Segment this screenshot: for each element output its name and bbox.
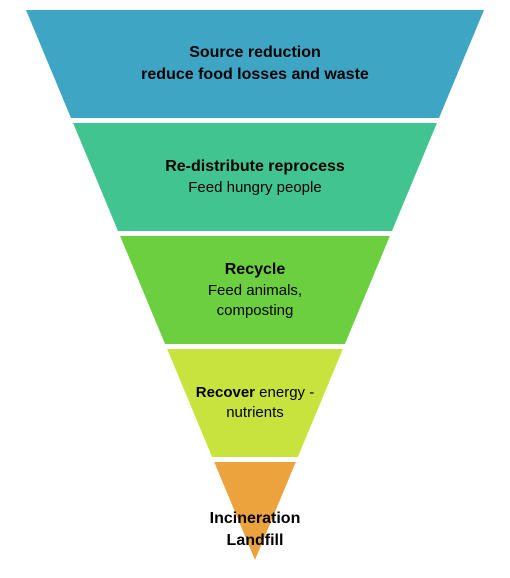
band-recycle-line-1: Feed animals, bbox=[208, 281, 302, 301]
band-source-reduction-line-1: reduce food losses and waste bbox=[141, 64, 369, 86]
band-recover-line-0-part-0: Recover bbox=[196, 384, 255, 401]
band-redistribute-line-0: Re-distribute reprocess bbox=[165, 156, 345, 178]
band-recycle-line-2: composting bbox=[217, 301, 294, 321]
band-source-reduction-line-0: Source reduction bbox=[189, 42, 321, 64]
band-recover-line-1: nutrients bbox=[226, 403, 284, 423]
band-recover-line-0: Recover energy - bbox=[196, 383, 314, 403]
band-label-recover: Recover energy -nutrients bbox=[185, 349, 325, 457]
band-label-recycle: RecycleFeed animals,composting bbox=[143, 236, 368, 344]
band-label-source-reduction: Source reductionreduce food losses and w… bbox=[48, 10, 461, 118]
band-recover-line-0-part-1: energy - bbox=[255, 384, 314, 401]
band-label-incineration: IncinerationLandfill bbox=[0, 500, 510, 560]
band-label-redistribute: Re-distribute reprocessFeed hungry peopl… bbox=[96, 123, 415, 231]
band-incineration-line-1: Landfill bbox=[227, 530, 284, 552]
band-redistribute-line-1: Feed hungry people bbox=[188, 178, 321, 198]
funnel-diagram: Source reductionreduce food losses and w… bbox=[0, 0, 510, 578]
band-recycle-line-0: Recycle bbox=[225, 259, 286, 281]
band-incineration-line-0: Incineration bbox=[210, 508, 301, 530]
